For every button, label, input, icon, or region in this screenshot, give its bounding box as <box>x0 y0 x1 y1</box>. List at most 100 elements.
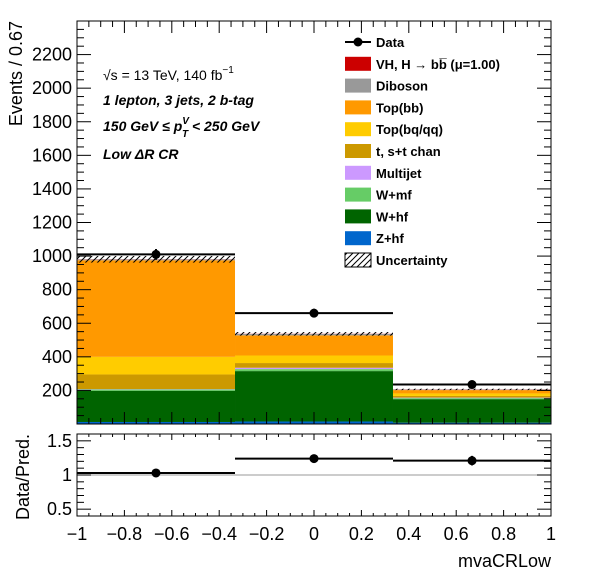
legend-swatch-w-mf <box>345 187 371 202</box>
annotation-block: √s = 13 TeV, 140 fb−1 1 lepton, 3 jets, … <box>103 65 261 162</box>
ratio-points <box>77 454 551 478</box>
legend-data-marker <box>353 37 363 47</box>
legend-item-data: Data <box>345 35 405 50</box>
bar-w-mf-bin-1 <box>77 389 236 391</box>
energy-text: = 13 TeV, 140 fb <box>118 67 223 83</box>
bar-top-bq-qq-bin-1 <box>77 356 236 375</box>
region-2-sub: T <box>182 129 189 140</box>
ratio-panel: 0.5 1 1.5 −1 −0.8 −0.6 −0.4 −0.2 0 0.2 0.4 0.6 0.8 1… <box>13 431 556 571</box>
legend-item-w-hf: W+hf <box>345 209 409 224</box>
y-tick-label-600: 600 <box>42 313 72 333</box>
y-tick-label-400: 400 <box>42 347 72 367</box>
uncertainty-band-bin-2 <box>235 332 393 336</box>
legend-swatch-w-hf <box>345 209 371 224</box>
uncertainty-band-bin-3 <box>392 388 551 391</box>
ratio-y-tick-label-1: 1 <box>62 465 72 485</box>
ratio-y-axis-title: Data/Pred. <box>13 434 33 520</box>
bar-w-mf-bin-2 <box>235 369 393 372</box>
main-y-axis: 200 400 600 800 1000 1200 1400 1600 1800 2000 2200 <box>32 20 551 417</box>
data-point-2 <box>309 308 319 318</box>
x-tick-label-0-6: −0.6 <box>154 524 190 544</box>
data-points <box>77 249 551 390</box>
bar-top-bb-bin-2 <box>235 335 393 356</box>
legend: Data VH, H → bb̅ (μ=1.00) Diboson Top(bb) To… <box>344 35 500 268</box>
x-axis-title: mvaCRLow <box>458 551 552 571</box>
y-tick-label-1800: 1800 <box>32 112 72 132</box>
x-tick-label-0-4: −0.4 <box>201 524 237 544</box>
x-tick-label-0-2: −0.2 <box>249 524 285 544</box>
x-tick-label-0-6: 0.6 <box>444 524 469 544</box>
legend-item-w-mf: W+mf <box>345 187 412 203</box>
ratio-point-2 <box>309 454 319 464</box>
legend-item-vh-h-bb-1-00: VH, H → bb̅ (μ=1.00) <box>345 56 500 72</box>
legend-label-vh-h-bb-1-00: VH, H → bb̅ (μ=1.00) <box>376 57 500 72</box>
ratio-y-tick-label-1-5: 1.5 <box>47 431 72 451</box>
data-point-1 <box>151 249 161 259</box>
legend-swatch-top-bq-qq <box>345 122 371 137</box>
bar-t-s-t-chan-bin-1 <box>77 374 236 390</box>
legend-item-top-bq-qq: Top(bq/qq) <box>345 122 443 137</box>
bar-top-bq-qq-bin-3 <box>392 393 551 396</box>
energy-annotation: √s = 13 TeV, 140 fb−1 <box>103 65 234 83</box>
bar-top-bb-bin-3 <box>392 390 551 394</box>
x-tick-label-0: 0 <box>309 524 319 544</box>
legend-label-multijet: Multijet <box>376 166 422 181</box>
legend-swatch-z-hf <box>345 231 371 246</box>
y-tick-label-1600: 1600 <box>32 145 72 165</box>
x-tick-label-0-8: −0.8 <box>107 524 143 544</box>
x-tick-label-0-2: 0.2 <box>349 524 374 544</box>
x-tick-label-1: −1 <box>67 524 88 544</box>
region-2-suffix: < 250 GeV <box>188 118 261 134</box>
bar-multijet-bin-3 <box>392 397 551 399</box>
bar-z-hf-bin-3 <box>392 422 551 424</box>
region-2-prefix: 150 GeV ≤ p <box>103 118 183 134</box>
bar-t-s-t-chan-bin-3 <box>392 395 551 398</box>
main-panel: 200 400 600 800 1000 1200 1400 1600 1800 2000 2200… <box>6 20 552 425</box>
y-axis-title: Events / 0.67 <box>6 21 26 126</box>
ratio-y-tick-label-0-5: 0.5 <box>47 499 72 519</box>
legend-swatch-diboson <box>345 78 371 93</box>
legend-label-diboson: Diboson <box>376 79 428 94</box>
legend-item-z-hf: Z+hf <box>345 231 404 246</box>
legend-label-w-hf: W+hf <box>376 209 409 224</box>
legend-label-top-bq-qq: Top(bq/qq) <box>376 122 443 137</box>
energy-sup: −1 <box>222 65 234 76</box>
legend-item-diboson: Diboson <box>345 78 428 94</box>
legend-label-uncertainty: Uncertainty <box>376 253 448 268</box>
legend-hatch-swatch <box>344 252 372 268</box>
y-tick-label-2000: 2000 <box>32 78 72 98</box>
legend-swatch-multijet <box>345 165 371 180</box>
legend-label-w-mf: W+mf <box>376 188 412 203</box>
legend-item-multijet: Multijet <box>345 165 422 181</box>
x-tick-label-1: 1 <box>546 524 556 544</box>
bar-t-s-t-chan-bin-2 <box>235 363 393 368</box>
legend-item-uncertainty: Uncertainty <box>344 252 448 268</box>
y-tick-label-200: 200 <box>42 380 72 400</box>
region-annotation-1: 1 lepton, 3 jets, 2 b-tag <box>103 92 254 108</box>
stacked-histogram <box>77 255 551 424</box>
ratio-point-1 <box>151 468 161 478</box>
y-tick-label-1400: 1400 <box>32 179 72 199</box>
bar-multijet-bin-2 <box>235 367 393 370</box>
bar-w-hf-bin-3 <box>392 399 551 423</box>
legend-swatch-t-s-t-chan <box>345 144 371 158</box>
legend-label-z-hf: Z+hf <box>376 231 404 246</box>
legend-swatch-top-bb <box>345 100 371 115</box>
region-annotation-3: Low ΔR CR <box>103 146 179 162</box>
bar-top-bq-qq-bin-2 <box>235 355 393 364</box>
x-axis: −1 −0.8 −0.6 −0.4 −0.2 0 0.2 0.4 0.6 0.8 1 <box>67 434 556 544</box>
x-tick-label-0-8: 0.8 <box>491 524 516 544</box>
legend-label-top-bb: Top(bb) <box>376 100 423 115</box>
legend-swatch-vh-h-bb-1-00 <box>345 56 371 71</box>
y-tick-label-800: 800 <box>42 280 72 300</box>
main-x-ticks <box>76 21 552 424</box>
bar-w-mf-bin-3 <box>392 398 551 400</box>
y-tick-label-1000: 1000 <box>32 246 72 266</box>
ratio-point-3 <box>467 456 477 466</box>
bar-w-hf-bin-1 <box>77 390 236 422</box>
energy-sqrt-s: √s <box>103 67 118 83</box>
region-annotation-2: 150 GeV ≤ pV T < 250 GeV <box>103 116 261 140</box>
bar-z-hf-bin-1 <box>77 421 236 424</box>
legend-item-t-s-t-chan: t, s+t chan <box>345 144 441 159</box>
